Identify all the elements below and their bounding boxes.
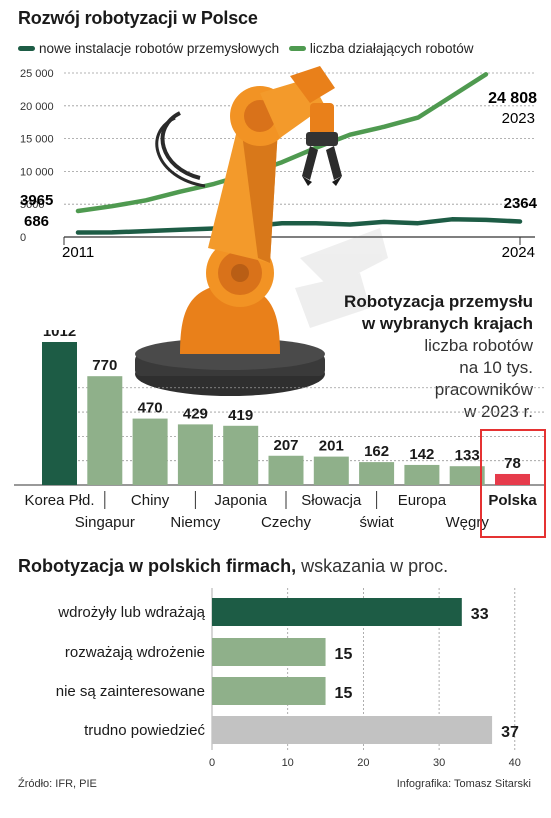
hbar-0	[212, 598, 462, 626]
bar-category-label: Singapur	[75, 514, 135, 531]
line-chart-y-tick: 10 000	[20, 166, 54, 178]
bar-category-label: Korea Płd.	[24, 492, 94, 509]
bar-chart-title-block: Robotyzacja przemysłu w wybranych krajac…	[344, 291, 533, 423]
hbar-3	[212, 716, 493, 744]
bar-value-label: 470	[138, 400, 163, 417]
hbar-value-label: 15	[335, 685, 353, 702]
bar-chart-subtitle-line4: w 2023 r.	[464, 402, 533, 421]
label-end-new: 2364	[504, 195, 538, 212]
horizontal-chart-title-bold: Robotyzacja w polskich firmach,	[18, 556, 297, 576]
bar-0	[42, 342, 77, 485]
line-chart-y-tick: 15 000	[20, 134, 54, 146]
horizontal-chart-title-normal: wskazania w proc.	[296, 556, 449, 576]
industrial-robot-arm-icon	[135, 66, 388, 396]
label-end-working-year: 2023	[502, 110, 535, 127]
bar-10	[495, 473, 530, 485]
bar-value-label: 133	[455, 447, 480, 464]
hbar-x-tick: 40	[509, 757, 521, 769]
x-label-end: 2024	[502, 244, 535, 261]
bar-category-label: Węgry	[446, 514, 490, 531]
line-chart-y-tick: 25 000	[20, 68, 54, 80]
label-start-new: 686	[24, 213, 49, 230]
bar-value-label: 162	[364, 443, 389, 460]
bar-chart-title-line2: w wybranych krajach	[361, 314, 533, 333]
bar-8	[404, 464, 440, 485]
hbar-category-label: nie są zainteresowane	[56, 683, 205, 700]
bar-category-label: Czechy	[261, 514, 312, 531]
line-chart-y-tick: 5000	[20, 199, 44, 211]
label-end-working: 24 808	[488, 90, 537, 107]
series-line-working-robots	[75, 72, 489, 214]
hbar-x-tick: 10	[282, 757, 294, 769]
legend-swatch-dark-icon	[18, 45, 35, 51]
hbar-x-tick: 30	[433, 757, 445, 769]
bar-6	[313, 456, 349, 485]
bar-5	[268, 455, 304, 485]
line-chart: 25 000 20 000 15 000 10 000 5000 0 3965 686 2…	[20, 68, 538, 261]
hbar-1	[212, 638, 326, 666]
label-start-working: 3965	[20, 192, 53, 209]
legend-label-new: nowe instalacje robotów przemysłowych	[39, 41, 280, 56]
bar-chart-subtitle-line3: pracowników	[434, 380, 533, 399]
bar-3	[177, 424, 213, 485]
line-chart-legend: nowe instalacje robotów przemysłowych li…	[18, 41, 473, 56]
bar-chart-subtitle-line2: na 10 tys.	[459, 358, 533, 377]
bar-category-label: Chiny	[131, 492, 170, 509]
x-label-start: 2011	[62, 244, 94, 261]
hbar-category-label: trudno powiedzieć	[84, 722, 205, 739]
bar-value-label: 142	[409, 446, 434, 463]
hbar-x-tick: 20	[357, 757, 369, 769]
hbar-value-label: 33	[471, 606, 489, 623]
bar-category-label: Japonia	[214, 492, 267, 509]
bar-value-label: 429	[183, 405, 208, 422]
source-note: Źródło: IFR, PIE	[18, 778, 97, 790]
bar-4	[223, 425, 259, 485]
bar-9	[449, 466, 485, 485]
poland-highlight-frame	[480, 429, 546, 538]
bar-chart-title-line1: Robotyzacja przemysłu	[344, 292, 533, 311]
hbar-category-label: wdrożyły lub wdrażają	[57, 604, 205, 621]
bar-category-label: Polska	[488, 492, 537, 509]
survey-horizontal-bar-chart: 0 10 20 30 40 wdrożyły lub wdrażają 33 rozważa…	[56, 588, 521, 769]
series-line-new-installations	[75, 217, 523, 235]
line-chart-y-tick: 0	[20, 232, 26, 244]
bar-value-label: 419	[228, 407, 253, 424]
bar-7	[359, 462, 395, 485]
bar-category-label: świat	[360, 514, 395, 531]
hbar-value-label: 15	[335, 646, 353, 663]
bar-category-label: Europa	[398, 492, 447, 509]
legend-swatch-green-icon	[288, 45, 306, 51]
bar-category-label: Słowacja	[301, 492, 362, 509]
bar-2	[132, 418, 168, 485]
bar-category-label: Niemcy	[170, 514, 221, 531]
horizontal-chart-title: Robotyzacja w polskich firmach, wskazani…	[18, 556, 448, 577]
bar-value-label: 207	[273, 437, 298, 454]
hbar-x-tick: 0	[209, 757, 215, 769]
infographic-credit: Infografika: Tomasz Sitarski	[396, 778, 531, 790]
bar-value-label: 78	[504, 455, 521, 472]
hbar-value-label: 37	[501, 724, 519, 741]
bar-chart-subtitle-line1: liczba robotów	[424, 336, 533, 355]
bar-value-label: 770	[92, 357, 117, 374]
country-bar-chart: 1012 Korea Płd. 770 Singapur 470 Chiny 429 Niem…	[14, 330, 545, 531]
bar-value-label: 201	[319, 438, 344, 455]
legend-item-working: liczba działających robotów	[288, 41, 474, 56]
legend-item-new: nowe instalacje robotów przemysłowych	[18, 41, 279, 56]
bar-1	[87, 376, 123, 485]
hbar-category-label: rozważają wdrożenie	[65, 644, 205, 661]
line-chart-title: Rozwój robotyzacji w Polsce	[18, 8, 258, 28]
hbar-2	[212, 677, 326, 705]
bar-value-label: 1012	[43, 330, 76, 340]
line-chart-y-tick: 20 000	[20, 101, 54, 113]
legend-label-working: liczba działających robotów	[309, 41, 474, 56]
